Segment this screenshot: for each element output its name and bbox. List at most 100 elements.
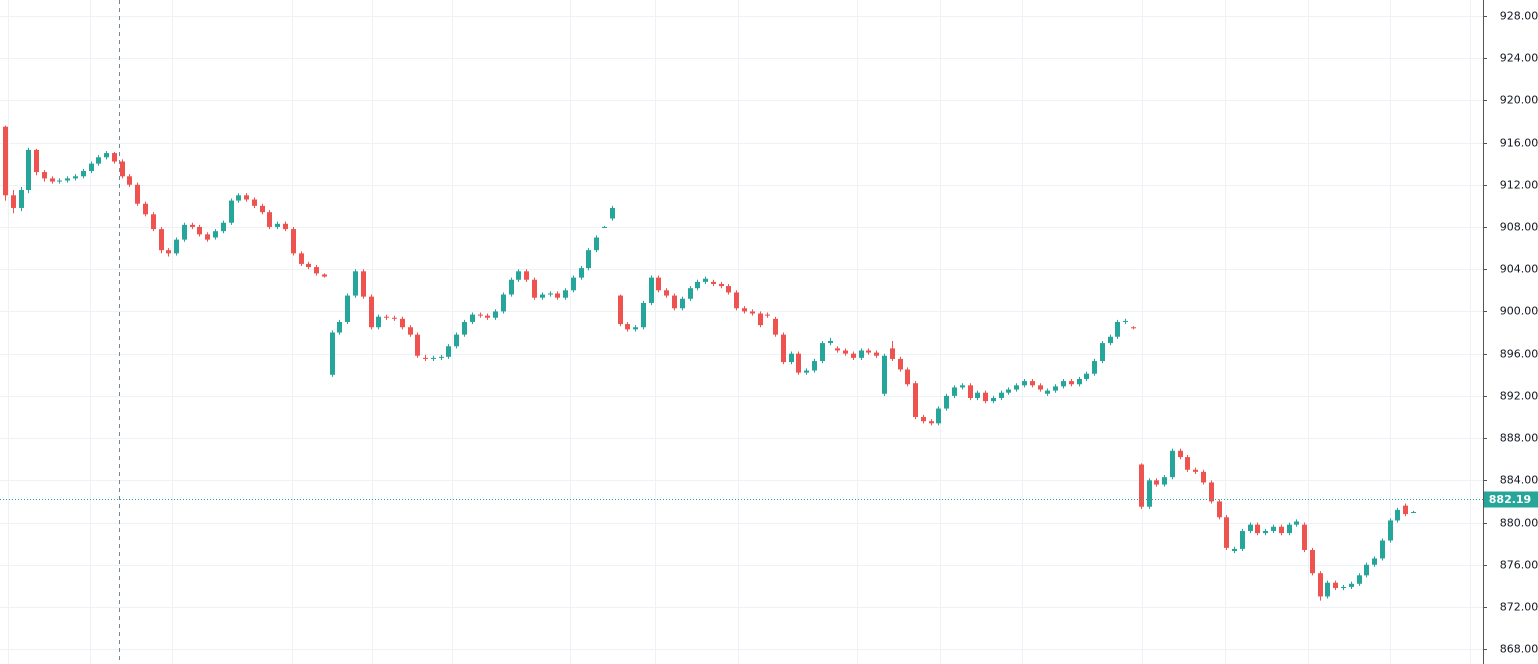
candle-body <box>376 316 381 328</box>
candle-body <box>392 317 397 319</box>
candle-body <box>1294 521 1299 525</box>
candle-body <box>781 334 786 363</box>
candle-body <box>400 318 405 328</box>
candle-body <box>960 385 965 388</box>
candle-body <box>1263 530 1268 534</box>
candle-body <box>1287 524 1292 534</box>
candle-body <box>1279 526 1284 534</box>
candle-body <box>1185 457 1190 470</box>
candle-body <box>291 229 296 254</box>
candle-body <box>548 293 553 295</box>
candle-body <box>1255 524 1260 534</box>
candle-body <box>859 350 864 358</box>
candle-body <box>835 348 840 351</box>
candle-body <box>843 350 848 354</box>
candle-body <box>439 356 444 358</box>
candle-body <box>765 314 770 316</box>
candle-body <box>1395 509 1400 521</box>
candle-body <box>610 207 615 219</box>
candle-body <box>322 274 327 277</box>
candle-body <box>151 214 156 230</box>
candle-body <box>563 290 568 298</box>
candle-body <box>493 311 498 318</box>
candle-body <box>726 286 731 293</box>
candle-body <box>1178 450 1183 458</box>
candle-body <box>1115 321 1120 337</box>
candle-body <box>602 226 607 228</box>
candle-body <box>252 199 257 206</box>
candle-body <box>555 293 560 298</box>
candle-body <box>190 224 195 227</box>
candle-body <box>96 157 101 164</box>
candle-body <box>1038 385 1043 390</box>
candle-body <box>882 355 887 394</box>
candle-body <box>1349 583 1354 587</box>
candle-body <box>1380 540 1385 559</box>
candle-body <box>1388 520 1393 541</box>
y-tick-label: 900.00 <box>1500 305 1538 318</box>
candle-body <box>1092 361 1097 374</box>
candle-body <box>656 277 661 291</box>
candle-body <box>330 332 335 375</box>
candle-body <box>135 184 140 204</box>
candle-body <box>369 296 374 328</box>
candle-body <box>104 153 109 158</box>
candle-body <box>944 395 949 409</box>
candle-body <box>820 343 825 362</box>
candle-body <box>680 298 685 309</box>
candle-body <box>306 263 311 268</box>
y-tick-label: 868.00 <box>1500 643 1538 656</box>
candle-body <box>423 357 428 359</box>
candle-body <box>991 397 996 402</box>
candle-body <box>42 172 47 179</box>
candle-body <box>182 224 187 240</box>
y-tick-label: 916.00 <box>1500 137 1538 150</box>
candle-body <box>586 250 591 269</box>
candle-body <box>688 288 693 299</box>
candle-body <box>112 153 117 162</box>
candle-body <box>975 392 980 398</box>
candle-body <box>1014 385 1019 390</box>
candle-body <box>1217 501 1222 518</box>
candle-body <box>890 348 895 359</box>
candle-body <box>571 277 576 291</box>
candle-body <box>804 370 809 373</box>
candle-body <box>625 324 630 330</box>
candle-body <box>174 239 179 254</box>
candle-body <box>509 279 514 295</box>
candle-body <box>1240 530 1245 549</box>
candle-body <box>1069 381 1074 385</box>
candle-body <box>594 237 599 251</box>
candles <box>3 125 1416 601</box>
y-tick-label: 888.00 <box>1500 432 1538 445</box>
candle-body <box>408 327 413 335</box>
candle-body <box>664 290 669 296</box>
y-tick-label: 876.00 <box>1500 559 1538 572</box>
y-tick-label: 872.00 <box>1500 601 1538 614</box>
y-tick-label: 912.00 <box>1500 179 1538 192</box>
y-tick-label: 924.00 <box>1500 52 1538 65</box>
candle-body <box>1030 381 1035 386</box>
y-tick-label: 928.00 <box>1500 10 1538 23</box>
y-tick-label: 920.00 <box>1500 94 1538 107</box>
candle-body <box>283 223 288 230</box>
candle-body <box>267 212 272 227</box>
y-tick-label: 884.00 <box>1500 474 1538 487</box>
candle-body <box>1061 381 1066 387</box>
candle-body <box>1302 524 1307 550</box>
candle-body <box>999 392 1004 398</box>
candle-body <box>532 279 537 298</box>
candle-body <box>1022 381 1027 386</box>
candle-body <box>229 200 234 223</box>
candle-body <box>1123 320 1128 322</box>
candle-body <box>50 178 55 182</box>
candle-body <box>337 321 342 333</box>
candle-body <box>1053 386 1058 391</box>
candle-body <box>470 314 475 322</box>
candle-body <box>485 315 490 318</box>
candle-body <box>1193 469 1198 472</box>
candle-body <box>921 416 926 422</box>
candle-body <box>501 294 506 312</box>
candle-body <box>540 294 545 298</box>
